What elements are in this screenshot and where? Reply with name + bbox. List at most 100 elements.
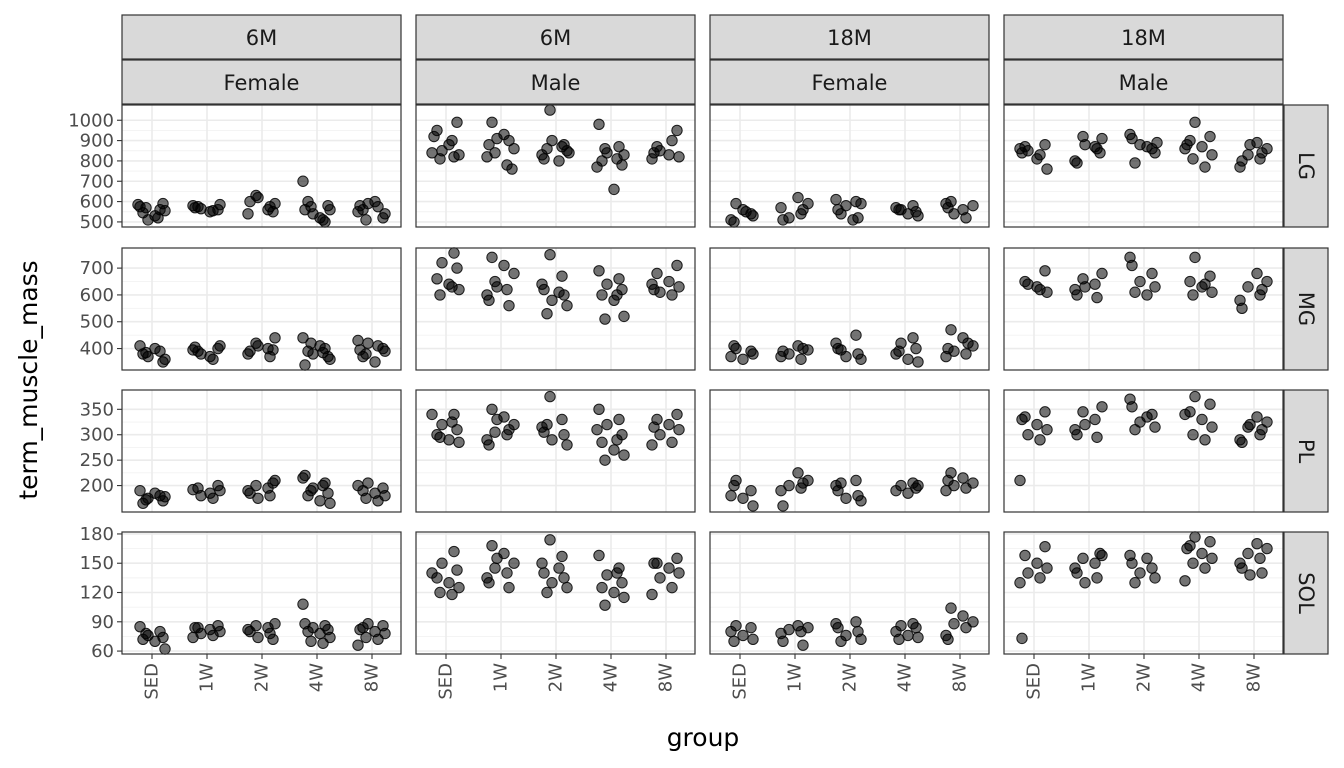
point-LG-2-4W-5 [912,210,924,222]
point-PL-2-SED-2 [725,490,737,502]
point-PL-2-1W-4 [775,484,787,497]
point-MG-0-SED-6 [159,353,171,365]
x-tick-label-0-2W: 2W [252,663,273,692]
point-SOL-1-4W-8 [611,567,623,579]
point-SOL-3-4W-6 [1199,562,1211,574]
panel-border-1-1 [415,247,696,371]
y-tick-label-2-1: 250 [80,450,114,471]
point-LG-1-1W-9 [506,163,518,175]
point-MG-0-8W-8 [354,344,366,356]
point-LG-0-2W-3 [242,208,254,220]
point-PL-0-4W-9 [317,479,329,492]
point-MG-1-2W-5 [546,294,558,306]
point-PL-0-SED-6 [159,491,171,503]
point-LG-1-4W-8 [611,153,623,165]
point-MG-1-SED-3 [431,273,443,285]
point-SOL-1-1W-0 [486,539,498,552]
point-MG-3-1W-6 [1079,281,1091,293]
point-PL-2-4W-3 [890,484,902,497]
point-LG-2-2W-7 [847,214,859,226]
y-tick-label-3-4: 180 [80,524,114,545]
point-LG-0-SED-6 [159,205,171,217]
point-MG-2-SED-2 [725,350,737,363]
point-MG-2-2W-5 [855,353,867,365]
point-MG-1-2W-1 [556,270,568,282]
point-SOL-1-SED-1 [436,557,448,569]
y-tick-label-0-2: 700 [80,171,114,192]
point-MG-3-2W-6 [1141,289,1153,301]
x-tick-label-2-8W: 8W [950,663,971,692]
point-SOL-2-SED-4 [747,633,759,646]
point-PL-1-8W-5 [666,436,678,449]
point-SOL-3-4W-8 [1181,542,1193,555]
point-SOL-2-SED-2 [725,625,737,638]
point-LG-0-2W-7 [267,206,279,218]
point-SOL-3-8W-0 [1251,538,1263,550]
point-LG-2-8W-4 [960,212,972,224]
point-PL-3-SED-5 [1034,434,1046,446]
point-MG-2-4W-2 [910,342,922,355]
point-PL-0-2W-1 [250,479,262,492]
point-PL-2-2W-4 [840,492,852,504]
point-MG-1-1W-0 [486,251,498,264]
point-LG-1-1W-6 [483,138,495,151]
strip-muscle-label-3: SOL [1294,572,1318,614]
point-MG-1-8W-1 [651,267,663,280]
point-MG-1-8W-5 [666,289,678,301]
point-LG-3-4W-6 [1199,161,1211,173]
point-LG-0-1W-5 [207,205,219,217]
point-SOL-1-1W-6 [483,577,495,589]
point-PL-1-8W-6 [646,439,658,451]
point-PL-3-4W-5 [1187,429,1199,441]
point-PL-2-1W-2 [783,479,795,492]
point-MG-2-1W-6 [797,342,809,355]
point-PL-3-2W-6 [1141,411,1153,423]
strip-age-2 [709,14,990,60]
point-SOL-1-2W-3 [538,567,550,579]
point-LG-3-4W-0 [1189,116,1201,128]
y-tick-label-2-3: 350 [80,399,114,420]
x-tick-label-2-2W: 2W [840,663,861,692]
point-LG-1-1W-5 [481,151,493,163]
point-PL-3-8W-0 [1251,411,1263,423]
point-PL-3-SED-3 [1041,423,1053,436]
y-tick-label-3-0: 60 [91,641,114,662]
point-SOL-1-SED-4 [443,577,455,589]
point-SOL-3-2W-1 [1126,557,1138,569]
point-LG-1-8W-5 [666,134,678,147]
point-LG-3-4W-1 [1204,130,1216,143]
point-LG-2-2W-1 [830,193,842,206]
point-PL-3-SED-4 [1022,429,1034,441]
point-SOL-3-1W-1 [1077,552,1089,565]
y-tick-label-2-0: 200 [80,476,114,497]
point-SOL-1-4W-5 [608,586,620,599]
point-MG-3-2W-2 [1146,267,1158,280]
point-SOL-3-2W-5 [1129,577,1141,589]
point-PL-1-2W-5 [546,434,558,446]
point-LG-1-2W-5 [546,134,558,147]
point-LG-3-8W-6 [1256,147,1268,159]
point-LG-1-1W-2 [508,143,520,155]
point-PL-0-4W-1 [299,469,311,482]
point-SOL-3-8W-2 [1242,547,1254,560]
y-tick-label-0-0: 500 [80,212,114,233]
strip-sex-3 [1003,59,1284,105]
point-SOL-1-4W-3 [616,577,628,589]
point-LG-1-SED-5 [453,149,465,161]
point-PL-3-SED-2 [1031,418,1043,431]
point-SOL-1-1W-4 [501,567,513,579]
point-PL-3-1W-4 [1071,429,1083,441]
point-MG-3-1W-0 [1096,267,1108,280]
point-MG-1-8W-2 [663,275,675,288]
point-LG-3-4W-5 [1187,153,1199,165]
point-MG-0-4W-0 [297,332,309,344]
panel-border-0-1 [415,104,696,228]
point-MG-2-1W-5 [777,345,789,357]
point-SOL-1-8W-4 [654,572,666,584]
x-tick-label-1-SED: SED [436,663,457,700]
point-SOL-3-SED-7 [1016,632,1028,645]
point-MG-1-4W-7 [599,313,611,325]
point-MG-3-1W-2 [1089,278,1101,290]
point-MG-1-4W-0 [593,265,605,277]
point-LG-2-1W-6 [797,204,809,216]
